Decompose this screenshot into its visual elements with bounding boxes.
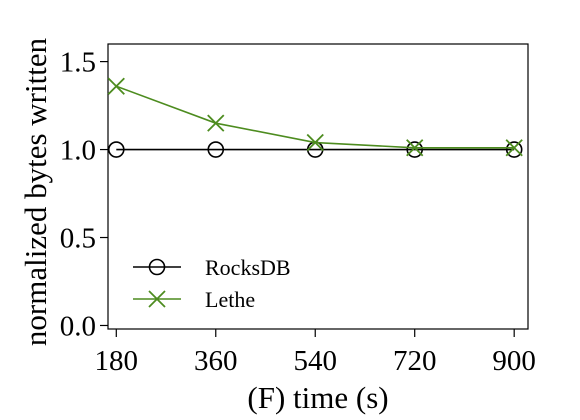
data-point-rocksdb <box>107 141 125 158</box>
legend-label: RocksDB <box>205 255 291 280</box>
x-axis-label: (F) time (s) <box>247 380 388 415</box>
x-tick-label: 180 <box>95 345 139 377</box>
y-tick-label: 0.5 <box>60 223 96 255</box>
data-point-lethe <box>306 133 324 152</box>
data-point-rocksdb <box>406 141 424 158</box>
legend-swatch-marker <box>148 290 166 308</box>
legend-label: Lethe <box>205 287 255 312</box>
x-tick-label: 720 <box>393 345 437 377</box>
legend-item-lethe: Lethe <box>133 287 255 312</box>
x-tick-label: 900 <box>492 345 536 377</box>
y-tick-label: 0.0 <box>60 310 96 342</box>
series-line-lethe <box>116 85 515 149</box>
y-tick-label: 1.5 <box>60 47 96 79</box>
y-tick-label: 1.0 <box>60 135 96 167</box>
x-ticks: 180 360 540 720 900 <box>95 329 536 377</box>
legend: RocksDB Lethe <box>133 255 291 312</box>
data-point-rocksdb <box>207 141 225 158</box>
series-layer <box>107 77 523 158</box>
y-axis-label-group: normalized bytes written <box>18 37 53 346</box>
data-point-lethe <box>207 114 225 132</box>
legend-item-rocksdb: RocksDB <box>133 255 291 280</box>
y-axis-label: normalized bytes written <box>18 37 53 346</box>
data-point-lethe <box>505 139 523 157</box>
x-tick-label: 540 <box>293 345 337 377</box>
y-ticks: 0.0 0.5 1.0 1.5 <box>60 47 108 342</box>
data-point-rocksdb <box>505 141 523 158</box>
legend-swatch-marker <box>148 258 166 276</box>
plot-frame <box>107 43 529 330</box>
data-point-lethe <box>406 139 424 157</box>
x-tick-label: 360 <box>194 345 238 377</box>
data-point-lethe <box>107 77 125 95</box>
